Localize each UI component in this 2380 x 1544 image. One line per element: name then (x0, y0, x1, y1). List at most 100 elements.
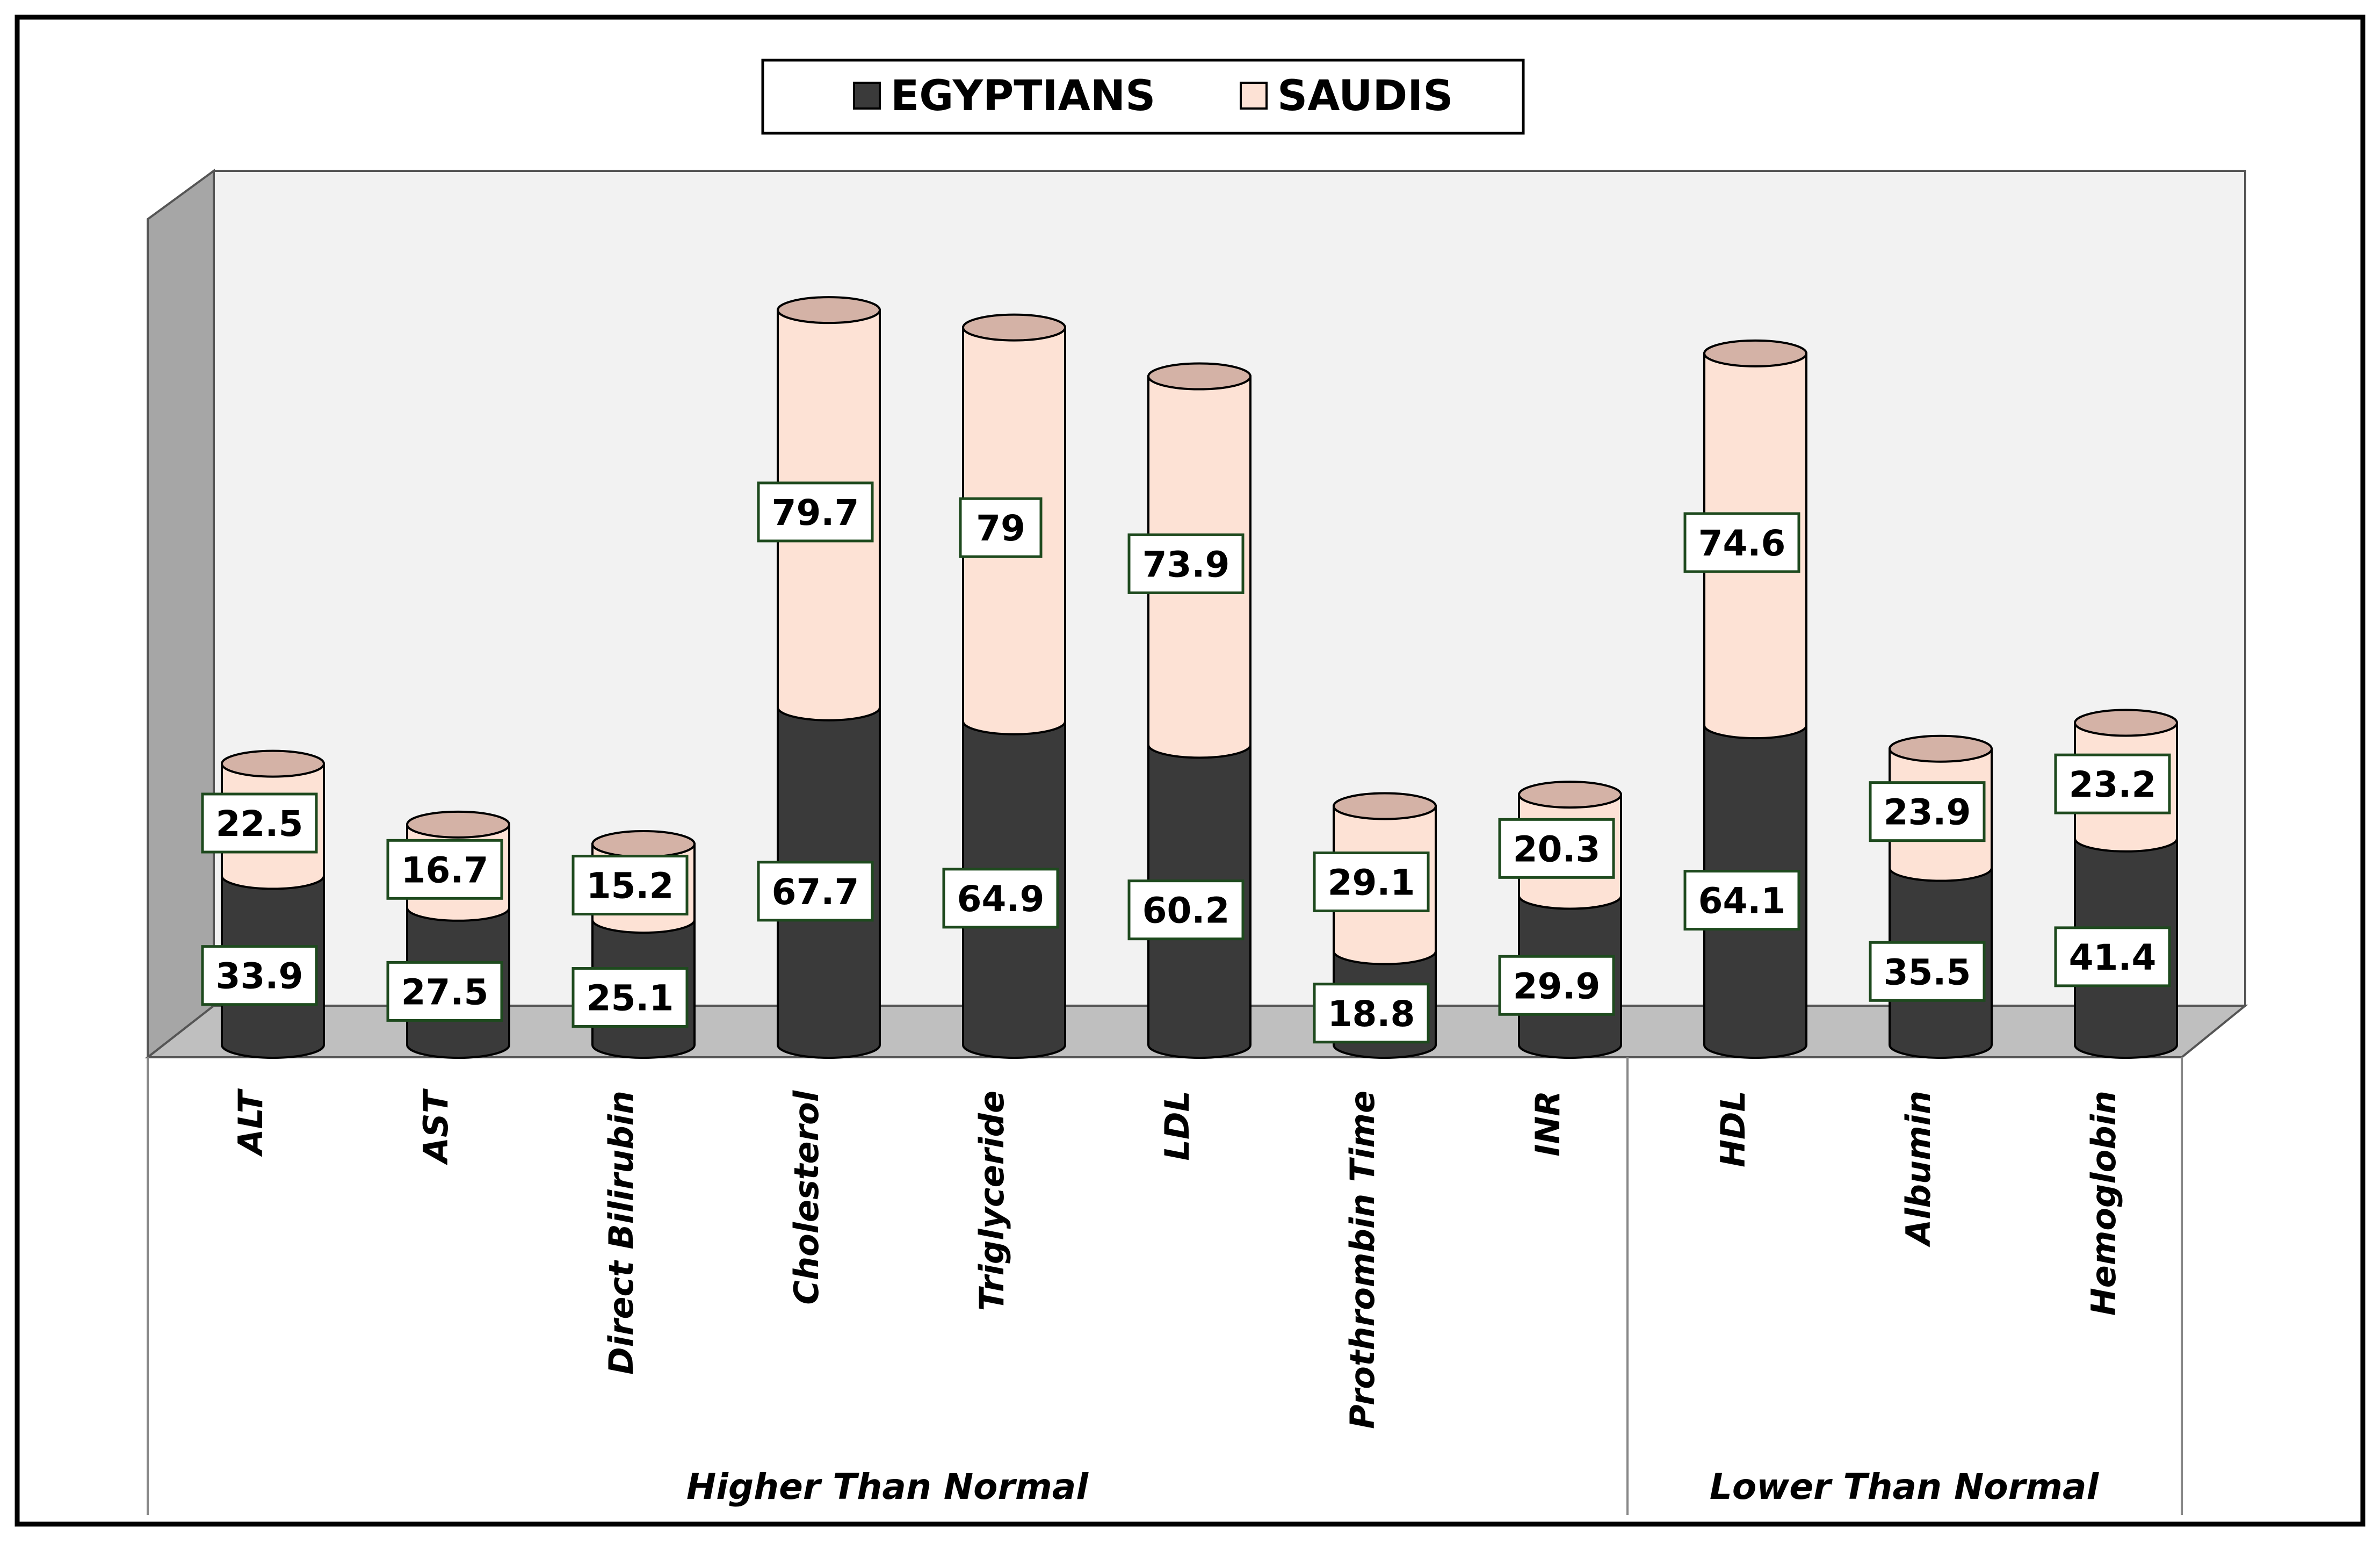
value-label-egyptians-hdl-box (1683, 870, 1800, 931)
category-label-cholesterol: Cholesterol (787, 1090, 826, 1304)
value-label-egyptians-hdl: 64.1 (1683, 870, 1800, 931)
bar-hdl: 64.1 74.6 (1683, 339, 1807, 1059)
bar-cap-inr (1518, 781, 1622, 809)
category-label-hemoglobin: Hemoglobin (2084, 1091, 2123, 1316)
side-wall (147, 169, 215, 1060)
value-label-saudis-albumin-box (1869, 781, 1986, 842)
value-label-saudis-ast-text: 16.7 (401, 849, 489, 891)
value-label-saudis-albumin: 23.9 (1869, 781, 1986, 842)
value-label-egyptians-triglyceride: 64.9 (942, 868, 1059, 929)
value-label-saudis-prothrombin-time-box (1313, 852, 1430, 913)
value-label-saudis-hdl-text: 74.6 (1698, 523, 1786, 564)
value-label-egyptians-alt: 33.9 (201, 945, 318, 1006)
bar-hemoglobin: 41.4 23.2 (2054, 709, 2178, 1059)
value-label-saudis-inr-text: 20.3 (1513, 828, 1601, 870)
group-label-1: Lower Than Normal (1710, 1466, 2100, 1507)
bar-cap-hemoglobin (2074, 709, 2178, 737)
group-labels: Higher Than Normal Lower Than Normal (686, 1466, 2099, 1507)
value-label-egyptians-alt-text: 33.9 (216, 956, 303, 997)
value-label-saudis-triglyceride: 79 (959, 497, 1043, 558)
category-label-alt: ALT (231, 1088, 270, 1157)
legend-swatch-saudis (1240, 82, 1268, 110)
bar-cap-triglyceride (962, 313, 1066, 342)
category-label-albumin: Albumin (1899, 1091, 1938, 1248)
value-label-saudis-ldl: 73.9 (1127, 533, 1245, 594)
value-label-egyptians-alt-box (201, 945, 318, 1006)
value-label-saudis-triglyceride-box (959, 497, 1043, 558)
value-label-egyptians-ldl-text: 60.2 (1142, 890, 1230, 932)
value-label-egyptians-cholesterol: 67.7 (757, 861, 874, 922)
value-label-egyptians-cholesterol-text: 67.7 (772, 871, 859, 913)
value-label-saudis-hdl: 74.6 (1683, 512, 1800, 573)
value-label-egyptians-direct-bilirubin-text: 25.1 (587, 978, 674, 1019)
category-label-ldl: LDL (1158, 1091, 1197, 1160)
group-label-0: Higher Than Normal (686, 1466, 1089, 1507)
legend-swatch-egyptians (853, 82, 881, 110)
value-label-egyptians-prothrombin-time-text: 18.8 (1328, 993, 1415, 1035)
value-label-saudis-ldl-box (1127, 533, 1245, 594)
value-label-egyptians-albumin: 35.5 (1869, 941, 1986, 1002)
bar-cholesterol: 67.7 79.7 (757, 296, 881, 1059)
value-label-egyptians-prothrombin-time: 18.8 (1313, 983, 1430, 1044)
value-label-egyptians-ast-text: 27.5 (401, 971, 489, 1013)
category-label-direct-bilirubin: Direct Bilirubin (602, 1091, 641, 1375)
value-label-saudis-hdl-box (1683, 512, 1800, 573)
value-label-saudis-triglyceride-text: 79 (976, 508, 1025, 549)
bar-alt: 33.9 22.5 (201, 749, 325, 1059)
value-label-egyptians-direct-bilirubin: 25.1 (572, 967, 689, 1028)
value-label-saudis-inr-box (1498, 818, 1615, 879)
value-label-egyptians-prothrombin-time-box (1313, 983, 1430, 1044)
value-label-saudis-prothrombin-time-text: 29.1 (1328, 862, 1415, 904)
category-label-inr: INR (1528, 1091, 1567, 1157)
legend-label-saudis: SAUDIS (1277, 72, 1453, 120)
category-label-ast: AST (416, 1088, 455, 1166)
value-label-saudis-alt-box (201, 792, 318, 854)
value-label-egyptians-albumin-text: 35.5 (1884, 951, 1971, 993)
value-label-egyptians-direct-bilirubin-box (572, 967, 689, 1028)
legend-label-egyptians: EGYPTIANS (891, 72, 1155, 120)
value-label-egyptians-inr-box (1498, 955, 1615, 1016)
value-label-egyptians-hdl-text: 64.1 (1698, 881, 1786, 922)
value-label-saudis-albumin-text: 23.9 (1884, 792, 1971, 833)
value-label-egyptians-triglyceride-text: 64.9 (957, 878, 1045, 920)
value-label-saudis-ast-box (386, 839, 503, 900)
bars-layer: 33.9 22.5 27.5 16.7 25.1 15.2 67.7 79.7 64.9 79 60… (201, 296, 2178, 1059)
bar-cap-ldl (1147, 362, 1252, 391)
value-label-egyptians-hemoglobin-box (2054, 926, 2171, 987)
value-label-egyptians-hemoglobin: 41.4 (2054, 926, 2171, 987)
category-label-prothrombin-time: Prothrombin Time (1343, 1091, 1382, 1429)
bar-direct-bilirubin: 25.1 15.2 (572, 830, 696, 1059)
value-label-egyptians-albumin-box (1869, 941, 1986, 1002)
value-label-egyptians-inr-text: 29.9 (1513, 965, 1601, 1007)
bar-cap-hdl (1703, 339, 1807, 367)
bar-triglyceride: 64.9 79 (942, 313, 1066, 1059)
bar-ast: 27.5 16.7 (386, 810, 510, 1059)
legend: EGYPTIANS SAUDIS (761, 59, 1525, 135)
legend-box (761, 59, 1525, 135)
value-label-saudis-cholesterol-text: 79.7 (772, 492, 859, 533)
value-label-saudis-direct-bilirubin: 15.2 (572, 855, 689, 916)
value-label-saudis-prothrombin-time: 29.1 (1313, 852, 1430, 913)
value-label-saudis-hemoglobin: 23.2 (2054, 753, 2171, 814)
bar-albumin: 35.5 23.9 (1869, 734, 1993, 1059)
bar-ldl: 60.2 73.9 (1127, 362, 1252, 1059)
bar-cap-alt (221, 749, 325, 778)
category-labels: ALT AST Direct Bilirubin Cholesterol Triglyc… (231, 1088, 2123, 1429)
value-label-saudis-cholesterol-box (757, 481, 874, 543)
value-label-saudis-alt-text: 22.5 (216, 803, 303, 845)
bar-inr: 29.9 20.3 (1498, 781, 1622, 1059)
value-label-egyptians-cholesterol-box (757, 861, 874, 922)
bar-cap-ast (406, 810, 510, 839)
value-label-saudis-cholesterol: 79.7 (757, 481, 874, 543)
value-label-egyptians-ast-box (386, 961, 503, 1022)
value-label-saudis-inr: 20.3 (1498, 818, 1615, 879)
bar-prothrombin-time: 18.8 29.1 (1313, 792, 1437, 1059)
bar-cap-cholesterol (777, 296, 881, 324)
value-label-saudis-ast: 16.7 (386, 839, 503, 900)
bar-cap-direct-bilirubin (591, 830, 696, 858)
value-label-egyptians-ast: 27.5 (386, 961, 503, 1022)
value-label-saudis-hemoglobin-text: 23.2 (2069, 764, 2157, 805)
value-label-saudis-hemoglobin-box (2054, 753, 2171, 814)
